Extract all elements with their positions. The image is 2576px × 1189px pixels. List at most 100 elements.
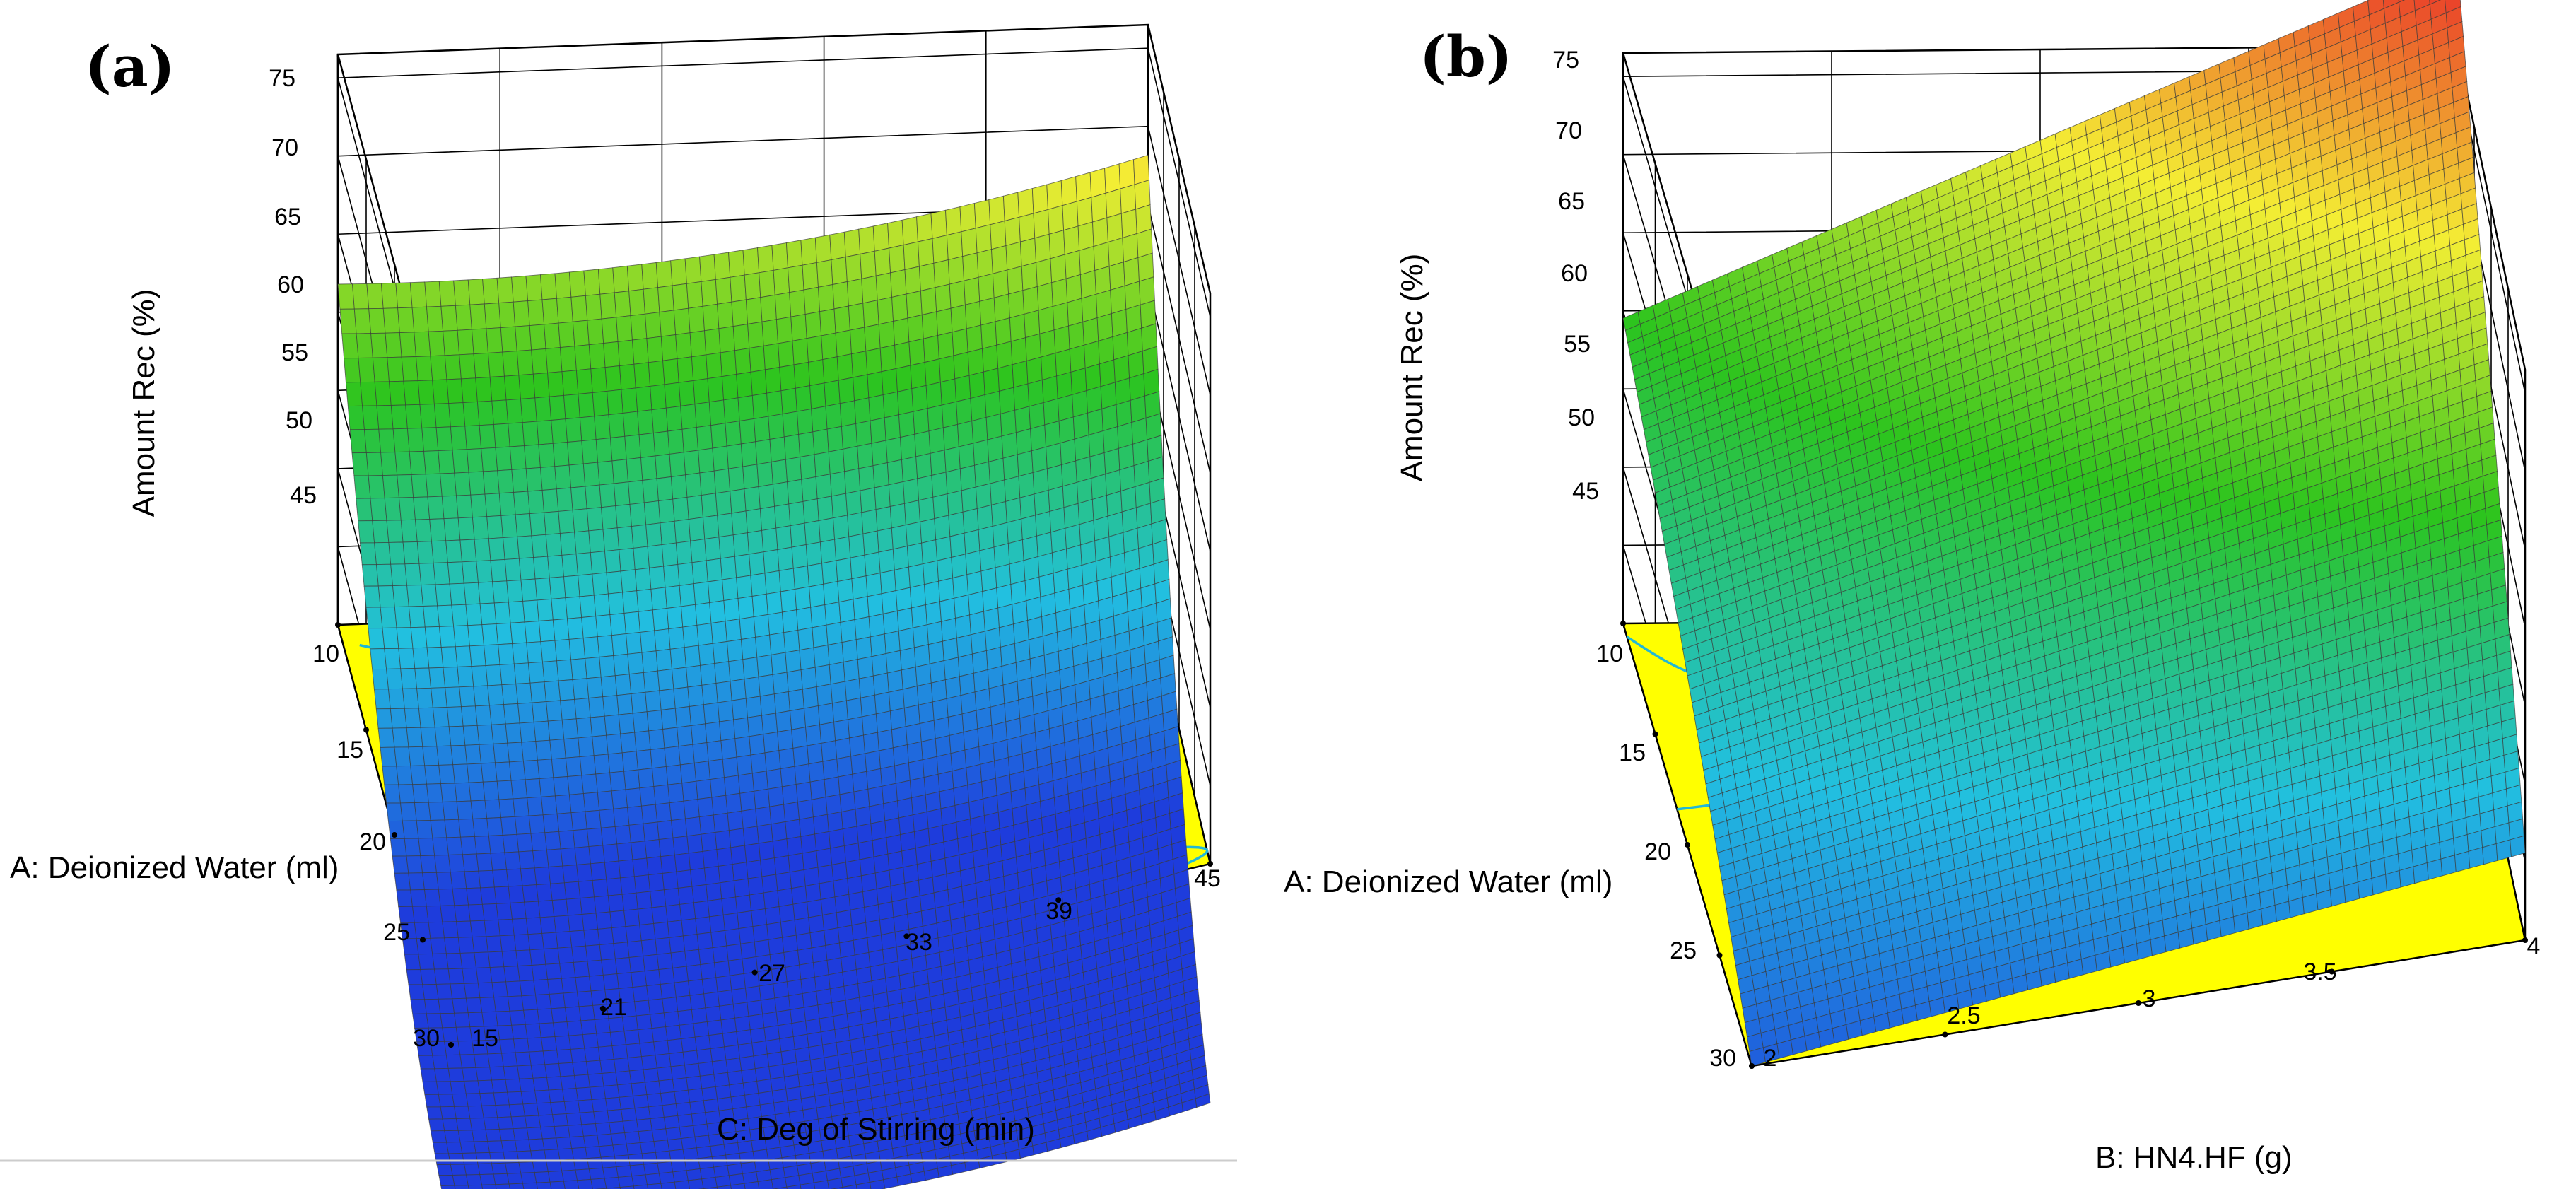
- surface-cell-a: [745, 508, 763, 534]
- surface-cell-a: [570, 486, 587, 511]
- surface-cell-a: [593, 754, 611, 775]
- surface-cell-a: [646, 710, 664, 732]
- surface-cell-a: [447, 854, 465, 873]
- surface-cell-a: [609, 1120, 626, 1135]
- surface-cell-a: [582, 462, 600, 487]
- surface-cell-a: [497, 1024, 514, 1041]
- surface-cell-a: [715, 1084, 732, 1100]
- surface-cell-a: [513, 1038, 530, 1053]
- surface-cell-a: [597, 635, 614, 657]
- surface-cell-a: [582, 792, 600, 812]
- surface-cell-a: [715, 491, 732, 516]
- surface-cell-a: [513, 1128, 529, 1141]
- surface-cell-a: [677, 1113, 694, 1128]
- surface-cell-a: [488, 835, 505, 854]
- surface-cell-a: [519, 722, 537, 743]
- surface-cell-a: [702, 849, 719, 869]
- surface-cell-a: [882, 391, 899, 418]
- surface-cell-a: [481, 903, 499, 921]
- surface-cell-a: [770, 1076, 787, 1092]
- surface-cell-a: [486, 327, 503, 353]
- surface-cell-a: [676, 869, 693, 889]
- surface-cell-a: [864, 324, 881, 352]
- surface-cell-a: [669, 452, 686, 478]
- surface-cell-a: [674, 1089, 691, 1105]
- surface-cell-a: [831, 1186, 843, 1189]
- surface-cell-a: [457, 666, 474, 688]
- surface-cell-a: [481, 1105, 498, 1118]
- surface-cell-a: [452, 997, 469, 1014]
- surface-cell-a: [910, 361, 927, 390]
- surface-cell-a: [426, 1106, 443, 1120]
- surface-cell-a: [695, 916, 712, 935]
- surface-cell-a: [829, 471, 847, 497]
- surface-cell-a: [679, 583, 696, 607]
- surface-cell-a: [1076, 197, 1093, 227]
- surface-cell-a: [427, 496, 445, 520]
- surface-cell-a: [968, 371, 985, 399]
- surface-cell-a: [758, 1091, 775, 1106]
- surface-cell-a: [396, 765, 414, 785]
- surface-cell-a: [938, 578, 955, 602]
- surface-cell-a: [886, 459, 903, 486]
- surface-cell-a: [648, 728, 665, 751]
- surface-cell-a: [1093, 242, 1110, 271]
- surface-cell-a: [607, 752, 625, 773]
- surface-cell-a: [440, 905, 457, 922]
- surface-cell-a: [753, 614, 771, 638]
- surface-cell-a: [763, 731, 780, 754]
- surface-cell-a: [465, 1093, 483, 1107]
- surface-cell-a: [828, 448, 845, 475]
- surface-cell-a: [833, 305, 850, 334]
- surface-cell-a: [773, 1186, 788, 1189]
- surface-cell-a: [802, 850, 819, 871]
- surface-cell-a: [934, 515, 951, 541]
- surface-cell-a: [633, 1184, 649, 1189]
- surface-cell-a: [973, 199, 991, 229]
- surface-cell-a: [859, 856, 876, 877]
- surface-cell-a: [723, 397, 740, 424]
- surface-cell-a: [720, 738, 737, 760]
- surface-cell-a: [833, 719, 850, 742]
- surface-cell-a: [920, 287, 937, 316]
- surface-cell-a: [600, 1156, 617, 1168]
- surface-cell-a: [614, 674, 632, 696]
- surface-cell-a: [1036, 258, 1053, 287]
- surface-cell-a: [537, 758, 554, 779]
- surface-cell-a: [531, 348, 549, 375]
- surface-cell-a: [771, 459, 788, 485]
- surface-cell-a: [992, 522, 1009, 548]
- surface-cell-a: [653, 921, 670, 940]
- surface-cell-a: [503, 536, 520, 560]
- surface-cell-a: [1072, 412, 1089, 440]
- surface-cell-a: [816, 988, 832, 1006]
- surface-cell-a: [531, 964, 549, 981]
- surface-cell-a: [636, 588, 653, 612]
- surface-cell-a: [588, 529, 605, 554]
- surface-cell-a: [619, 363, 636, 390]
- surface-cell-a: [595, 614, 612, 638]
- surface-cell-a: [513, 934, 531, 951]
- surface-cell-a: [923, 560, 939, 585]
- surface-cell-a: [471, 665, 488, 687]
- surface-cell-a: [726, 943, 743, 961]
- surface-cell-a: [687, 1178, 704, 1189]
- surface-cell-a: [822, 356, 839, 384]
- surface-cell-a: [410, 999, 427, 1014]
- surface-cell-a: [963, 728, 980, 751]
- surface-cell-a: [538, 443, 556, 468]
- surface-cell-a: [571, 1147, 588, 1160]
- surface-cell-a: [763, 343, 780, 370]
- surface-cell-a: [975, 483, 992, 509]
- surface-cell-a: [807, 742, 824, 765]
- surface-cell-a: [979, 297, 996, 326]
- surface-cell-a: [1099, 359, 1116, 387]
- surface-cell-a: [536, 420, 554, 445]
- surface-cell-a: [939, 787, 956, 809]
- surface-cell-a: [720, 350, 737, 377]
- surface-cell-a: [669, 647, 687, 670]
- surface-cell-a: [766, 922, 783, 940]
- y-tick-a-21: 21: [600, 994, 627, 1021]
- surface-cell-a: [470, 493, 488, 518]
- surface-cell-a: [435, 1081, 453, 1095]
